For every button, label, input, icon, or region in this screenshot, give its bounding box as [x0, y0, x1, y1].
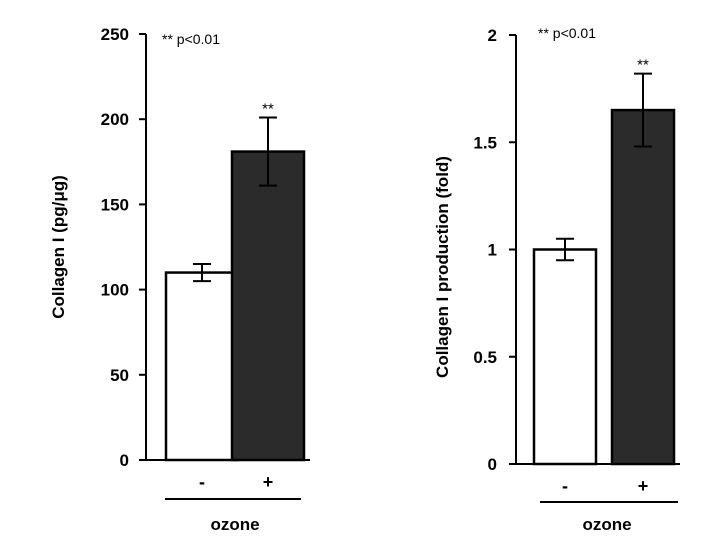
x-category-label: - — [199, 472, 205, 492]
y-tick-label: 1.5 — [473, 133, 497, 152]
y-tick-label: 250 — [101, 25, 129, 44]
y-tick-label: 200 — [101, 110, 129, 129]
x-category-label: - — [562, 476, 568, 496]
significance-marker: ** — [637, 57, 649, 74]
y-tick-label: 50 — [110, 366, 129, 385]
y-tick-label: 150 — [101, 195, 129, 214]
bar — [610, 108, 676, 466]
p-value-annotation: ** p<0.01 — [538, 25, 596, 41]
y-tick-label: 100 — [101, 281, 129, 300]
y-tick-label: 0 — [120, 451, 129, 470]
y-axis-label: Collagen I production (fold) — [433, 156, 452, 378]
y-tick-label: 0 — [488, 455, 497, 474]
x-axis-label: ozone — [582, 515, 631, 534]
chart-left: 0 50 100 150 200 250 Collagen I (pg/μg) ** p<0.… — [49, 25, 310, 534]
bar — [532, 248, 598, 466]
y-axis-label: Collagen I (pg/μg) — [49, 175, 68, 319]
bar — [230, 150, 306, 462]
bar — [164, 271, 240, 462]
chart-right: 0 0.5 1 1.5 2 Collagen I production (fold) ** … — [433, 25, 680, 534]
p-value-annotation: ** p<0.01 — [162, 31, 220, 47]
x-category-label: + — [638, 476, 649, 496]
x-axis-label: ozone — [210, 515, 259, 534]
significance-marker: ** — [262, 100, 274, 117]
y-tick-label: 2 — [488, 26, 497, 45]
y-tick-label: 0.5 — [473, 348, 497, 367]
x-category-label: + — [263, 472, 274, 492]
y-tick-label: 1 — [488, 241, 497, 260]
